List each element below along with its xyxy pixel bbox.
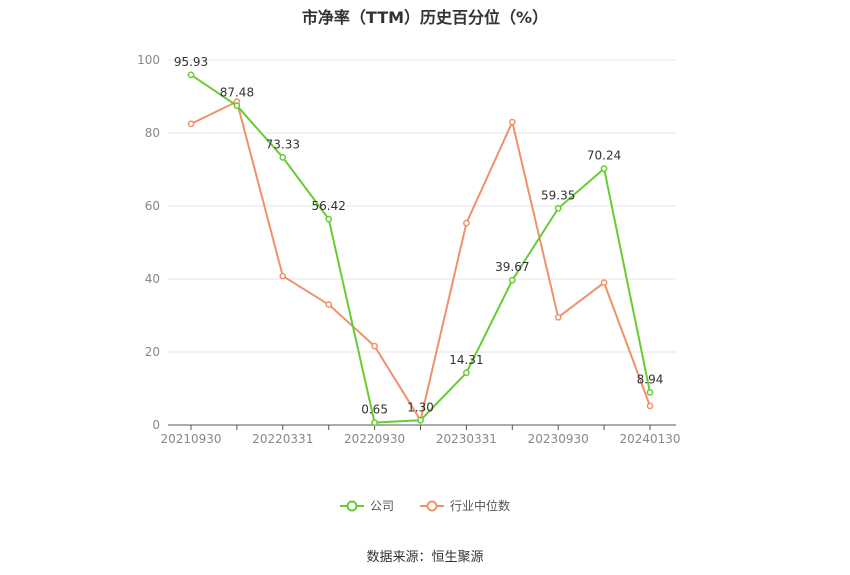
data-point-industry-median xyxy=(508,118,516,126)
x-tick-label: 20210930 xyxy=(160,432,221,446)
x-tick-label: 20240130 xyxy=(619,432,680,446)
data-point-industry-median xyxy=(187,120,195,128)
y-tick-label: 40 xyxy=(145,272,160,286)
x-tick-label: 20220930 xyxy=(344,432,405,446)
legend-label-company: 公司 xyxy=(369,499,394,513)
data-point-industry-median xyxy=(371,342,378,350)
legend-swatch-company xyxy=(339,500,364,511)
data-point-company xyxy=(554,205,562,212)
data-label-company: 95.93 xyxy=(174,55,208,69)
line-chart: 0 20 40 60 80 100 20210930 20220331 20220930 2023… xyxy=(137,53,680,446)
y-tick-label: 0 xyxy=(152,418,160,432)
data-point-industry-median xyxy=(554,313,562,321)
y-tick-label: 20 xyxy=(145,345,160,359)
x-tick-label: 20230930 xyxy=(528,432,589,446)
data-point-industry-median xyxy=(463,219,470,227)
legend-swatch-industry-median xyxy=(420,500,444,511)
series-line-company xyxy=(190,74,651,424)
data-point-company xyxy=(371,419,378,426)
data-point-company xyxy=(646,389,654,396)
data-label-company: 8.94 xyxy=(637,372,664,386)
x-tick-label: 20230331 xyxy=(436,432,497,446)
axis-layer: 0 20 40 60 80 100 20210930 20220331 20220930 2023… xyxy=(137,53,680,446)
series-line-industry-median xyxy=(190,100,651,422)
data-point-company xyxy=(463,369,470,377)
y-tick-label: 100 xyxy=(137,53,160,67)
data-label-company: 87.48 xyxy=(220,86,254,100)
data-point-company xyxy=(187,71,195,79)
label-layer: 95.93 87.48 73.33 56.42 0.65 1.30 14.31 39.67 59… xyxy=(174,55,664,417)
data-label-company: 73.33 xyxy=(266,137,300,151)
grid-layer xyxy=(168,59,676,353)
data-point-industry-median xyxy=(279,272,287,280)
data-point-company xyxy=(417,416,424,424)
data-point-company xyxy=(600,165,608,172)
y-tick-label: 60 xyxy=(145,199,160,213)
chart-title: 市净率（TTM）历史百分位（%） xyxy=(301,8,549,27)
data-label-company: 59.35 xyxy=(541,188,575,202)
legend-item-company[interactable]: 公司 xyxy=(339,497,394,514)
legend: 公司 行业中位数 xyxy=(0,497,850,514)
series-layer xyxy=(187,71,654,426)
data-label-company: 14.31 xyxy=(449,353,483,367)
legend-label-industry-median: 行业中位数 xyxy=(450,499,511,513)
y-tick-label: 80 xyxy=(145,126,160,140)
data-point-industry-median xyxy=(600,279,608,286)
data-label-company: 0.65 xyxy=(361,403,388,417)
data-point-company xyxy=(279,153,287,161)
x-tick-label: 20220331 xyxy=(252,432,313,446)
data-label-company: 56.42 xyxy=(312,199,346,213)
legend-item-industry-median[interactable]: 行业中位数 xyxy=(420,497,510,514)
data-label-company: 70.24 xyxy=(587,149,621,163)
data-point-company xyxy=(508,276,516,284)
data-point-company xyxy=(233,102,241,110)
data-label-company: 39.67 xyxy=(495,260,529,274)
data-point-company xyxy=(325,215,333,223)
data-point-industry-median xyxy=(325,301,333,308)
data-label-company: 1.30 xyxy=(407,400,434,414)
source-note: 数据来源：恒生聚源 xyxy=(366,550,484,565)
data-point-industry-median xyxy=(646,402,654,410)
